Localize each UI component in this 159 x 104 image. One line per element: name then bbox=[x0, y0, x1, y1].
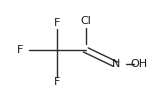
Text: Cl: Cl bbox=[80, 16, 91, 26]
Text: F: F bbox=[16, 45, 23, 55]
Text: F: F bbox=[54, 18, 61, 28]
Text: F: F bbox=[54, 77, 61, 87]
Text: N: N bbox=[112, 59, 120, 69]
Text: OH: OH bbox=[131, 59, 148, 69]
